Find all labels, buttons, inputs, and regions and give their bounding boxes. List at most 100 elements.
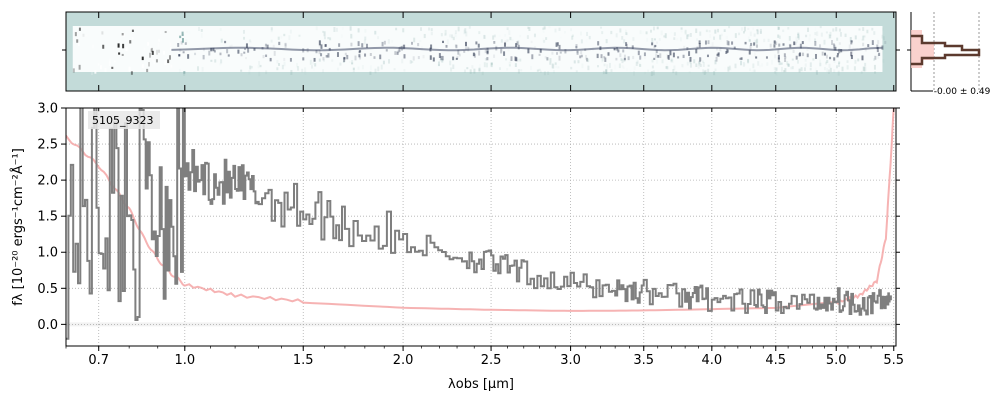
twod-pixel [117, 43, 120, 48]
twod-pixel [463, 50, 466, 53]
twod-pixel [313, 57, 316, 62]
twod-pixel [313, 68, 315, 71]
twod-pixel [664, 33, 667, 39]
twod-pixel [248, 69, 251, 75]
twod-pixel [270, 39, 273, 43]
x-tick-label: 0.7 [88, 353, 109, 368]
twod-pixel [603, 63, 606, 67]
x-tick-label: 4.5 [765, 353, 786, 368]
twod-pixel [623, 59, 626, 62]
twod-pixel [621, 64, 624, 68]
twod-pixel [783, 53, 786, 57]
twod-pixel [219, 62, 222, 66]
twod-pixel [775, 70, 778, 76]
twod-pixel [707, 64, 710, 67]
twod-pixel [755, 39, 758, 44]
twod-pixel [359, 56, 362, 60]
twod-pixel [478, 68, 481, 71]
twod-pixel [539, 70, 542, 73]
twod-pixel [570, 28, 573, 32]
twod-pixel [655, 41, 658, 44]
twod-pixel [655, 50, 658, 54]
twod-pixel [99, 65, 102, 70]
twod-pixel [644, 72, 646, 74]
twod-pixel [667, 54, 670, 60]
twod-pixel [780, 66, 783, 72]
twod-pixel [673, 32, 676, 36]
twod-pixel [556, 42, 559, 46]
twod-pixel [475, 41, 478, 45]
twod-pixel [403, 69, 406, 72]
twod-pixel [744, 41, 747, 45]
twod-pixel [534, 33, 536, 36]
x-tick-label: 2.5 [481, 353, 502, 368]
twod-pixel [428, 27, 431, 31]
twod-pixel [504, 33, 507, 37]
twod-pixel [197, 26, 200, 31]
twod-pixel [747, 27, 750, 31]
twod-pixel [862, 27, 865, 31]
twod-pixel [579, 31, 582, 36]
twod-pixel [750, 42, 753, 46]
twod-pixel [213, 50, 216, 53]
twod-pixel [118, 52, 121, 55]
twod-pixel [726, 36, 728, 39]
twod-pixel [437, 64, 440, 67]
twod-pixel [444, 33, 447, 36]
twod-pixel [331, 59, 334, 62]
twod-pixel [728, 65, 731, 70]
twod-pixel [864, 62, 867, 67]
twod-pixel [210, 47, 213, 52]
twod-pixel [280, 36, 282, 39]
twod-pixel [831, 40, 834, 45]
twod-pixel [666, 64, 668, 69]
twod-pixel [490, 62, 493, 68]
twod-pixel [514, 63, 517, 67]
twod-pixel [183, 71, 186, 76]
twod-pixel [129, 40, 132, 44]
twod-pixel [455, 57, 458, 60]
twod-pixel [797, 34, 800, 39]
twod-pixel [94, 70, 97, 74]
twod-pixel [511, 38, 514, 41]
twod-pixel [430, 31, 433, 36]
y-tick-label: 1.5 [37, 210, 58, 225]
twod-pixel [141, 64, 144, 69]
twod-pixel [653, 38, 656, 41]
twod-pixel [265, 70, 268, 75]
twod-pixel [740, 60, 743, 66]
twod-pixel [381, 41, 384, 47]
twod-pixel [835, 27, 838, 32]
twod-pixel [249, 39, 252, 43]
twod-pixel [789, 44, 792, 48]
twod-pixel [748, 39, 751, 43]
twod-pixel [343, 56, 346, 60]
twod-pixel [318, 45, 321, 48]
twod-pixel [744, 63, 746, 66]
twod-pixel [632, 70, 635, 76]
twod-pixel [551, 63, 554, 69]
twod-pixel [782, 43, 785, 46]
twod-pixel [364, 53, 367, 57]
twod-pixel [673, 65, 676, 70]
twod-pixel [455, 44, 458, 49]
twod-pixel [698, 60, 701, 65]
twod-pixel [143, 47, 146, 51]
twod-pixel [74, 32, 77, 37]
twod-pixel [623, 39, 626, 44]
twod-pixel [358, 54, 361, 58]
twod-pixel [398, 47, 401, 52]
twod-pixel [473, 53, 476, 58]
twod-pixel [102, 44, 105, 49]
twod-pixel [141, 56, 144, 61]
profile-panel [907, 12, 981, 92]
twod-pixel [670, 32, 672, 34]
twod-pixel [519, 35, 521, 37]
twod-pixel [734, 63, 737, 69]
twod-pixel [270, 26, 273, 31]
twod-pixel [397, 49, 400, 53]
twod-pixel [673, 37, 676, 40]
twod-pixel [468, 26, 471, 29]
error-series-line [66, 108, 895, 312]
twod-pixel [352, 67, 355, 73]
